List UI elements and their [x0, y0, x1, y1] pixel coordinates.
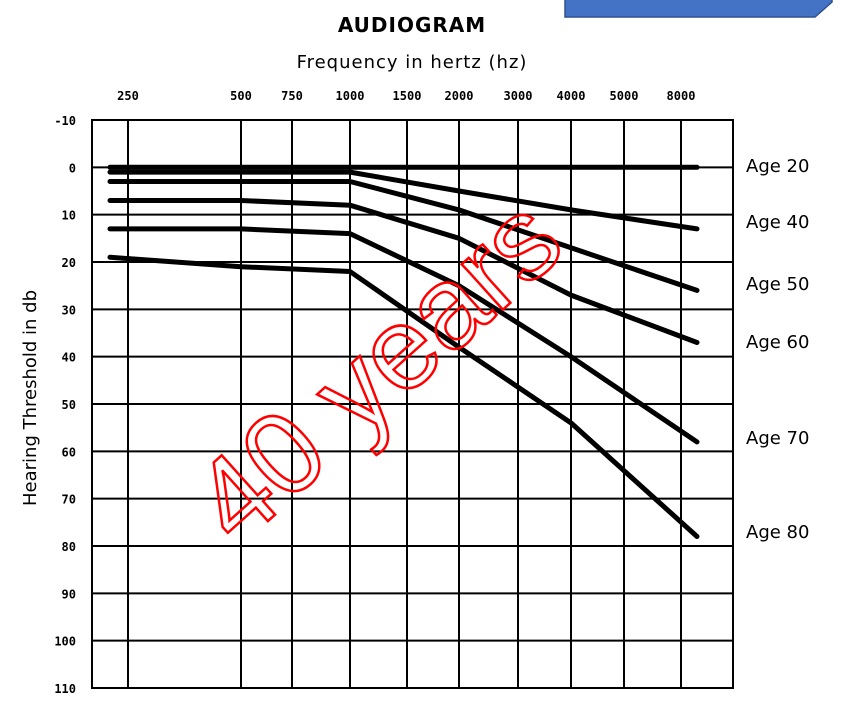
y-tick-label: 80 [62, 540, 76, 554]
x-tick-label: 4000 [557, 89, 586, 103]
series-line-age-50 [107, 179, 700, 293]
y-tick-label: 40 [62, 351, 76, 365]
y-tick-label: 60 [62, 445, 76, 459]
x-tick-label: 500 [230, 89, 252, 103]
overlay-text: 40 years [168, 172, 586, 566]
corner-shape [564, 0, 833, 18]
y-tick-label: 30 [62, 303, 76, 317]
x-axis-label: Frequency in hertz (hz) [297, 52, 528, 73]
series-label: Age 70 [746, 428, 809, 449]
series-labels: Age 20 Age 40 Age 50 Age 60 Age 70 Age 80 [746, 156, 809, 543]
series-label: Age 40 [746, 212, 809, 233]
series-line-age-40 [107, 169, 700, 232]
x-tick-label: 3000 [504, 89, 533, 103]
y-axis-label: Hearing Threshold in db [20, 290, 41, 506]
y-tick-label: 90 [62, 587, 76, 601]
x-tick-labels: 250 500 750 1000 1500 2000 3000 4000 5000 8000 [117, 89, 695, 103]
y-tick-label: 20 [62, 256, 76, 270]
y-tick-label: 0 [69, 161, 76, 175]
x-tick-label: 250 [117, 89, 139, 103]
series-lines [107, 164, 700, 539]
chart-title: AUDIOGRAM [338, 13, 486, 37]
x-tick-label: 8000 [667, 89, 696, 103]
x-tick-label: 2000 [445, 89, 474, 103]
y-tick-label: 70 [62, 493, 76, 507]
x-tick-label: 1000 [336, 89, 365, 103]
x-tick-label: 5000 [610, 89, 639, 103]
series-label: Age 20 [746, 156, 809, 177]
y-tick-label: -10 [54, 114, 76, 128]
y-tick-label: 100 [54, 635, 76, 649]
x-tick-label: 750 [281, 89, 303, 103]
series-line-age-80 [107, 254, 700, 539]
series-line-age-60 [107, 198, 700, 345]
series-line-age-70 [107, 226, 700, 445]
series-label: Age 50 [746, 274, 809, 295]
series-label: Age 60 [746, 332, 809, 353]
y-tick-label: 110 [54, 682, 76, 696]
x-tick-label: 1500 [393, 89, 422, 103]
series-label: Age 80 [746, 522, 809, 543]
y-tick-labels: -10 0 10 20 30 40 50 60 70 80 90 100 110 [54, 114, 76, 696]
y-tick-label: 10 [62, 209, 76, 223]
y-tick-label: 50 [62, 398, 76, 412]
